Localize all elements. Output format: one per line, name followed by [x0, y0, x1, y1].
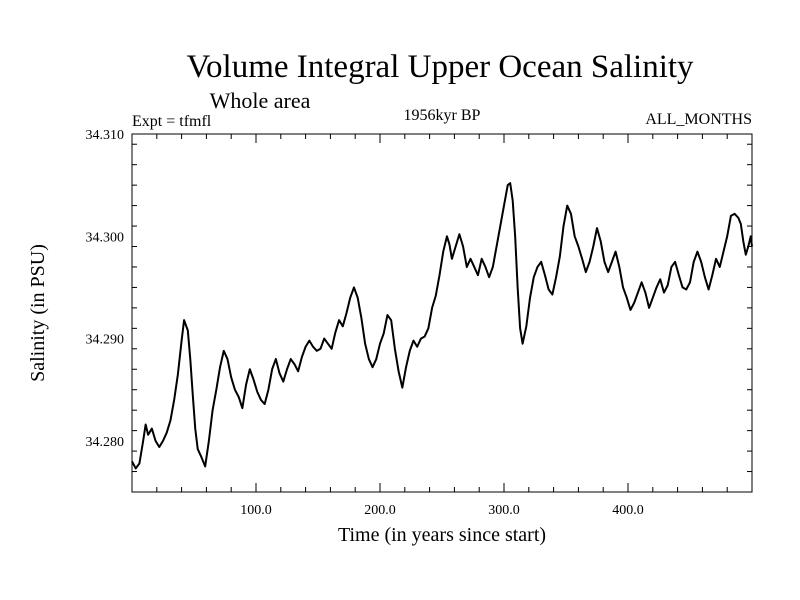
y-tick-label: 34.280 [86, 435, 125, 450]
y-tick-labels: 34.280 34.290 34.300 34.310 [86, 128, 125, 450]
plot-frame [131, 133, 753, 493]
axis-ticks [132, 134, 752, 492]
x-tick-labels: 100.0 200.0 300.0 400.0 [240, 503, 644, 518]
salinity-series-line [131, 182, 753, 470]
y-tick-label: 34.310 [86, 128, 125, 143]
y-tick-label: 34.290 [86, 333, 125, 348]
period-label: 1956kyr BP [404, 107, 481, 124]
x-tick-label: 200.0 [364, 503, 396, 518]
y-tick-label: 34.300 [86, 230, 125, 245]
chart-subtitle: Whole area [210, 88, 311, 113]
x-tick-label: 400.0 [612, 503, 644, 518]
x-tick-label: 300.0 [488, 503, 520, 518]
experiment-label: Expt = tfmfl [132, 113, 212, 130]
chart-title: Volume Integral Upper Ocean Salinity [186, 49, 694, 85]
x-axis-label: Time (in years since start) [338, 524, 546, 546]
x-tick-label: 100.0 [240, 503, 272, 518]
months-label: ALL_MONTHS [645, 111, 752, 128]
y-axis-label: Salinity (in PSU) [27, 244, 49, 382]
